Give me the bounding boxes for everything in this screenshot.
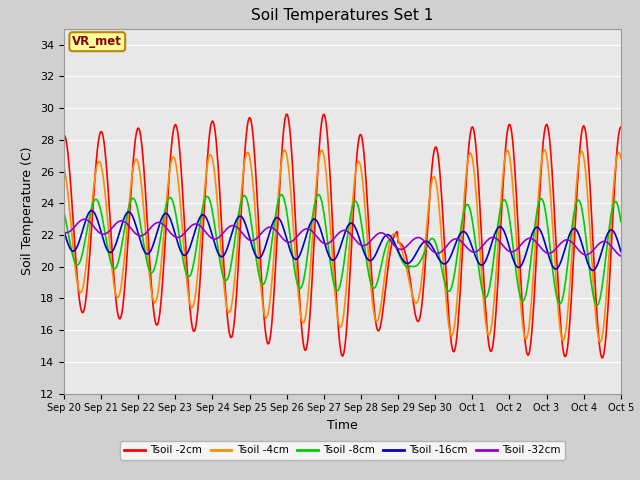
Tsoil -16cm xyxy=(389,236,397,242)
Tsoil -32cm xyxy=(566,238,574,244)
Tsoil -2cm xyxy=(566,309,574,314)
Tsoil -16cm xyxy=(444,259,451,264)
Tsoil -4cm xyxy=(540,147,548,153)
Tsoil -2cm xyxy=(335,328,342,334)
Title: Soil Temperatures Set 1: Soil Temperatures Set 1 xyxy=(252,9,433,24)
Tsoil -32cm xyxy=(444,242,451,248)
Line: Tsoil -32cm: Tsoil -32cm xyxy=(64,219,621,256)
Tsoil -16cm xyxy=(207,228,215,234)
Text: VR_met: VR_met xyxy=(72,35,122,48)
Tsoil -8cm xyxy=(617,218,625,224)
X-axis label: Time: Time xyxy=(327,419,358,432)
Tsoil -4cm xyxy=(206,152,214,157)
Tsoil -2cm xyxy=(444,295,451,301)
Tsoil -16cm xyxy=(183,251,191,256)
Tsoil -2cm xyxy=(60,132,68,138)
Y-axis label: Soil Temperature (C): Soil Temperature (C) xyxy=(22,147,35,276)
Tsoil -16cm xyxy=(88,208,96,214)
Line: Tsoil -4cm: Tsoil -4cm xyxy=(64,150,621,342)
Tsoil -8cm xyxy=(278,192,285,197)
Tsoil -16cm xyxy=(617,249,625,254)
Tsoil -8cm xyxy=(335,287,342,292)
Tsoil -8cm xyxy=(593,302,601,308)
Tsoil -8cm xyxy=(60,209,68,215)
Tsoil -4cm xyxy=(596,339,604,345)
Tsoil -4cm xyxy=(443,305,451,311)
Tsoil -8cm xyxy=(566,237,574,242)
Tsoil -4cm xyxy=(388,233,396,239)
Tsoil -32cm xyxy=(335,230,342,236)
Line: Tsoil -8cm: Tsoil -8cm xyxy=(64,194,621,305)
Tsoil -2cm xyxy=(389,238,397,243)
Tsoil -2cm xyxy=(182,251,190,256)
Tsoil -8cm xyxy=(206,199,214,204)
Legend: Tsoil -2cm, Tsoil -4cm, Tsoil -8cm, Tsoil -16cm, Tsoil -32cm: Tsoil -2cm, Tsoil -4cm, Tsoil -8cm, Tsoi… xyxy=(120,441,564,459)
Tsoil -8cm xyxy=(389,238,397,244)
Tsoil -32cm xyxy=(60,229,68,235)
Tsoil -8cm xyxy=(182,270,190,276)
Tsoil -4cm xyxy=(182,272,190,278)
Tsoil -32cm xyxy=(80,216,88,222)
Tsoil -4cm xyxy=(617,156,625,161)
Tsoil -16cm xyxy=(60,228,68,234)
Tsoil -16cm xyxy=(589,267,596,273)
Tsoil -8cm xyxy=(444,288,451,293)
Tsoil -2cm xyxy=(206,127,214,132)
Tsoil -32cm xyxy=(183,228,191,233)
Tsoil -4cm xyxy=(60,165,68,170)
Tsoil -32cm xyxy=(207,235,215,240)
Tsoil -16cm xyxy=(335,249,342,255)
Tsoil -2cm xyxy=(283,111,291,117)
Line: Tsoil -16cm: Tsoil -16cm xyxy=(64,211,621,270)
Tsoil -32cm xyxy=(617,253,625,259)
Tsoil -2cm xyxy=(598,355,606,361)
Tsoil -2cm xyxy=(617,124,625,130)
Line: Tsoil -2cm: Tsoil -2cm xyxy=(64,114,621,358)
Tsoil -16cm xyxy=(566,229,574,235)
Tsoil -4cm xyxy=(334,316,342,322)
Tsoil -4cm xyxy=(566,272,574,277)
Tsoil -32cm xyxy=(389,240,397,246)
